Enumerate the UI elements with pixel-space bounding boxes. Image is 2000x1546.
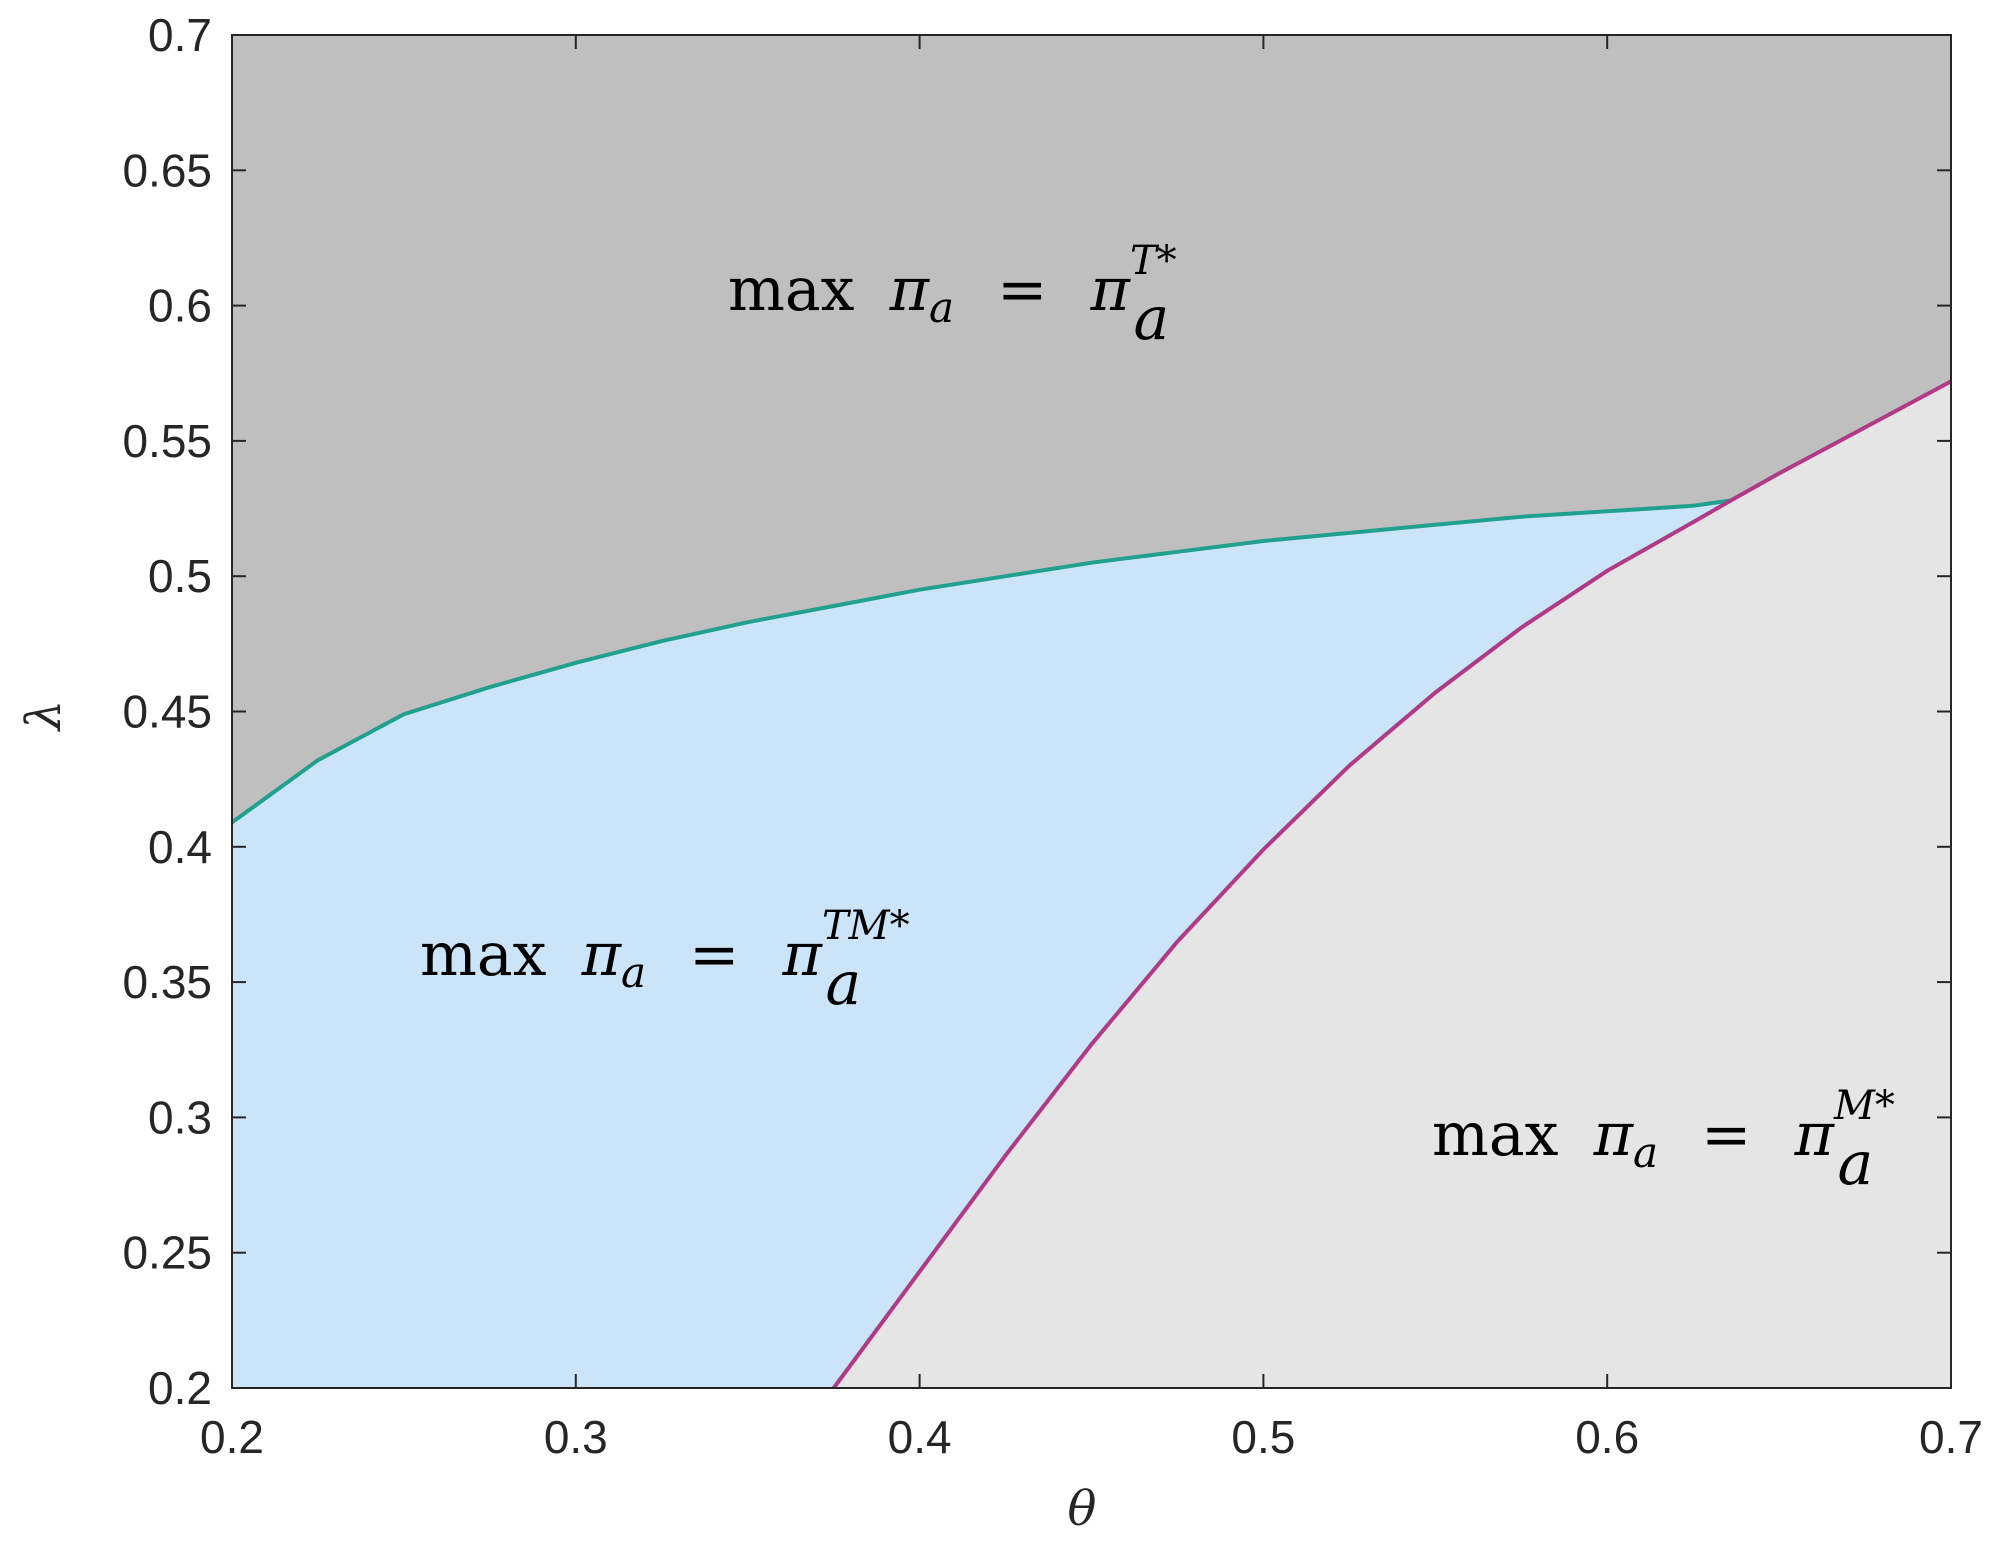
region-label-upper-sup: T*	[1130, 238, 1177, 284]
x-tick-label: 0.7	[1919, 1411, 1983, 1463]
y-tick-label: 0.55	[122, 415, 212, 467]
region-label-middle-sub-2: a	[826, 949, 862, 1019]
y-tick-label: 0.65	[122, 144, 212, 196]
curve-upper-boundary	[230, 498, 1732, 825]
y-tick-label: 0.2	[148, 1362, 212, 1414]
region-label-lower-sup: M*	[1833, 1083, 1895, 1129]
region-label-middle-base: max	[420, 920, 547, 990]
region-label-upper-base: max	[728, 255, 855, 325]
y-tick-label: 0.45	[122, 686, 212, 738]
region-label-upper-var: π	[889, 255, 931, 325]
region-label-upper-sub: a	[929, 283, 954, 332]
region-label-lower-sub: a	[1633, 1128, 1658, 1177]
ticks-layer: 0.2 0.3 0.4 0.5 0.6 0.7 0.2 0.25 0.3 0.35 0.4 0.45 0…	[122, 9, 1983, 1463]
region-label-upper-sub-2: a	[1134, 284, 1170, 354]
x-tick-label: 0.3	[544, 1411, 608, 1463]
curve-lower-boundary	[832, 379, 1952, 1390]
y-tick-label: 0.6	[148, 280, 212, 332]
y-tick-label: 0.4	[148, 821, 212, 873]
region-label-upper: max πa = πT*	[728, 238, 1177, 337]
region-label-lower-base: max	[1432, 1100, 1559, 1170]
region-label-middle-var: π	[581, 920, 623, 990]
x-tick-label: 0.5	[1231, 1411, 1295, 1463]
curves-layer	[230, 379, 1952, 1390]
region-middle	[232, 500, 1731, 1388]
region-label-middle-sup: TM*	[822, 903, 910, 949]
region-label-upper-eq: =	[997, 255, 1047, 325]
y-tick-label: 0.3	[148, 1091, 212, 1143]
y-tick-label: 0.7	[148, 9, 212, 61]
y-tick-label: 0.25	[122, 1227, 212, 1279]
y-tick-label: 0.35	[122, 956, 212, 1008]
region-label-lower: max πa = πM*	[1432, 1083, 1895, 1182]
region-label-lower-var: π	[1593, 1100, 1635, 1170]
y-tick-label: 0.5	[148, 550, 212, 602]
region-lower	[833, 381, 1952, 1388]
region-upper	[232, 35, 1951, 823]
regions-layer	[232, 35, 1952, 1388]
region-label-lower-eq: =	[1701, 1100, 1751, 1170]
x-tick-label: 0.2	[200, 1411, 264, 1463]
region-label-upper-var2: π	[1090, 255, 1132, 325]
region-label-middle-var2: π	[782, 920, 824, 990]
region-label-lower-var2: π	[1794, 1100, 1836, 1170]
x-axis-label: θ	[1068, 1481, 1097, 1537]
x-tick-label: 0.4	[888, 1411, 952, 1463]
region-label-lower-sub-2: a	[1838, 1129, 1874, 1199]
x-tick-label: 0.6	[1575, 1411, 1639, 1463]
region-label-middle-sub: a	[621, 948, 646, 997]
region-label-middle-eq: =	[689, 920, 739, 990]
region-label-middle: max πa = πTM*	[420, 903, 910, 1002]
y-axis-label: λ	[16, 700, 72, 732]
